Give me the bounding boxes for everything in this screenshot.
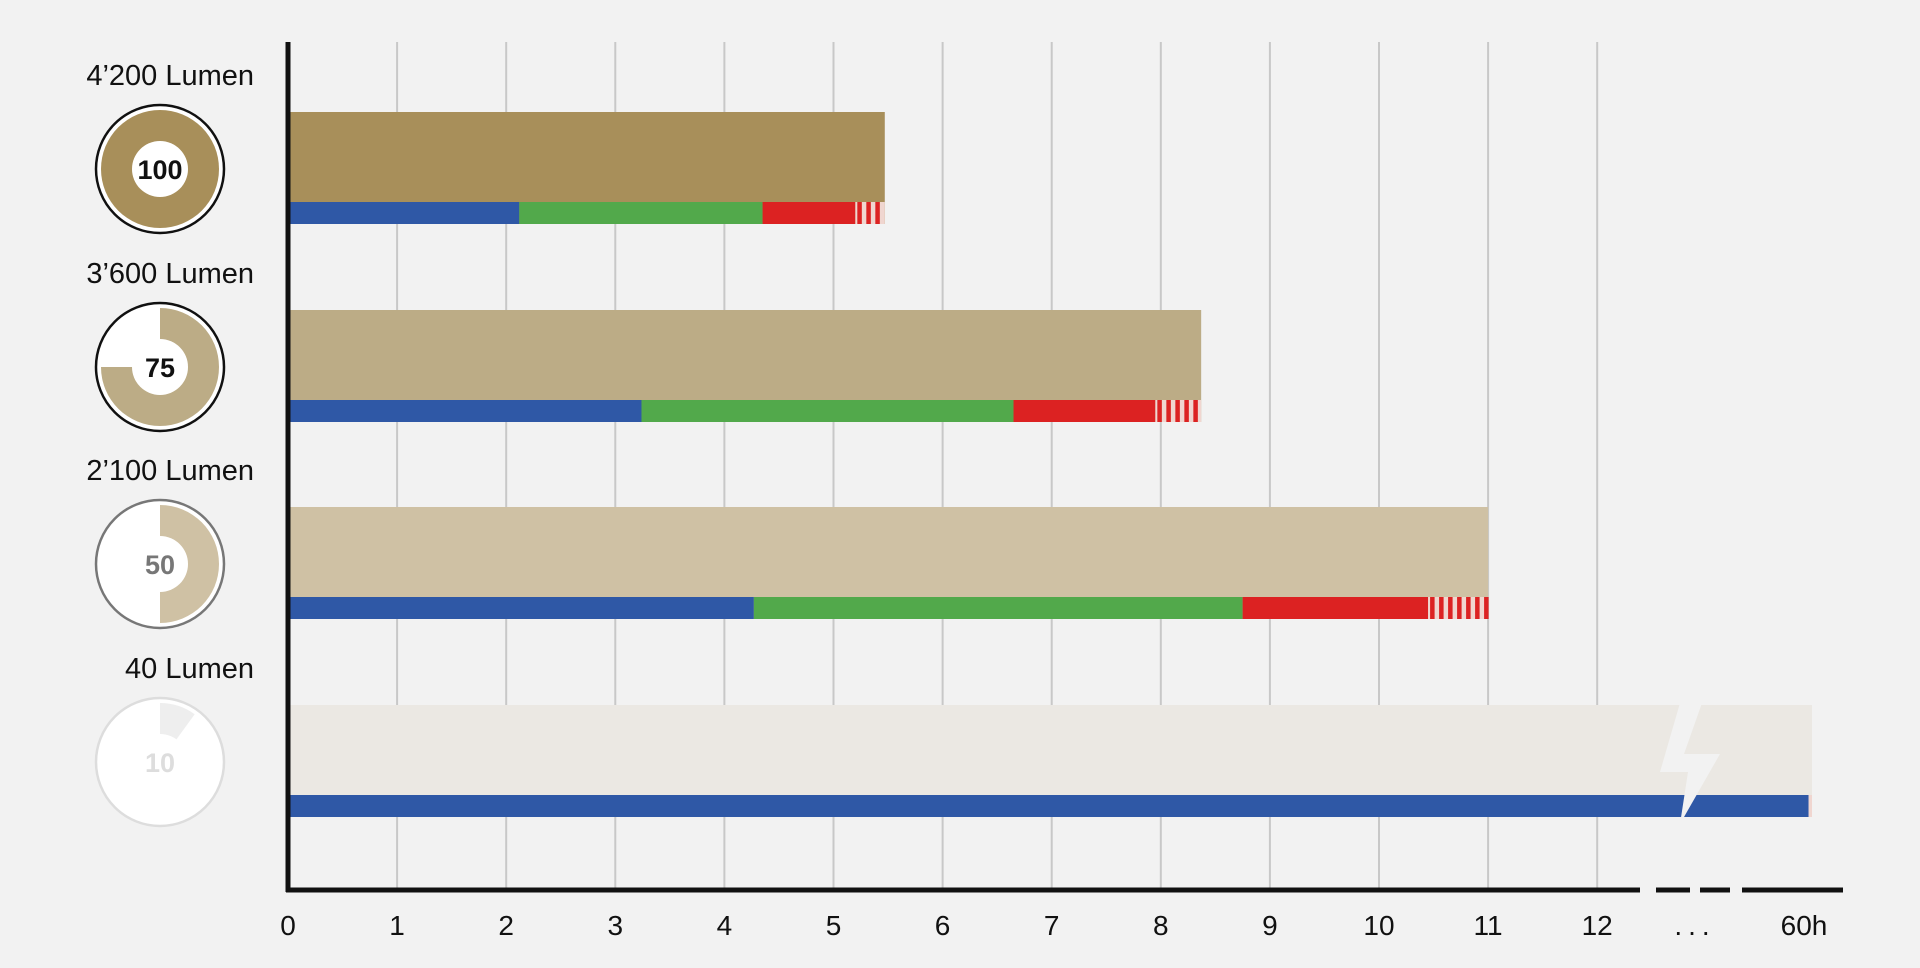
x-tick-label-5: 5 (826, 910, 842, 941)
segment-green (753, 597, 1243, 619)
stripe (1457, 597, 1462, 619)
stripe (1448, 597, 1453, 619)
segment-red (762, 202, 856, 224)
percent-label: 50 (145, 550, 175, 580)
segment-blue (288, 795, 1809, 817)
x-tick-label-8: 8 (1153, 910, 1169, 941)
x-tick-label-3: 3 (608, 910, 624, 941)
axis-break-mark (1660, 703, 1720, 824)
ring-center (132, 734, 188, 790)
row-3 (288, 507, 1489, 619)
segment-green (641, 400, 1014, 422)
row-1 (288, 112, 885, 224)
row-labels: 4’200 Lumen 100 3’600 Lumen 75 2’100 Lumen 50… (86, 60, 254, 828)
percent-ring: 100 (94, 103, 226, 235)
stripe (1430, 597, 1435, 619)
x-tick-label-10: 10 (1363, 910, 1394, 941)
x-tick-label-2: 2 (498, 910, 514, 941)
segment-blue (288, 597, 754, 619)
axis-break-label: ... (1674, 910, 1715, 941)
x-tick-label-9: 9 (1262, 910, 1278, 941)
segment-red (1242, 597, 1429, 619)
stripe (1466, 597, 1471, 619)
row-label-1: 4’200 Lumen 100 (86, 60, 254, 235)
row-label-2: 3’600 Lumen 75 (86, 258, 254, 433)
percent-label: 100 (137, 155, 182, 185)
ring-center (132, 536, 188, 592)
stripe (857, 202, 862, 224)
segment-red (1013, 400, 1156, 422)
x-tick-label-12: 12 (1582, 910, 1613, 941)
x-tick-label-60h: 60h (1781, 910, 1828, 941)
ring-fill (160, 505, 219, 623)
row-4 (288, 703, 1812, 824)
stripe (1484, 597, 1489, 619)
stripe (1475, 597, 1480, 619)
row-label-4: 40 Lumen 10 (94, 653, 254, 828)
percent-label: 10 (145, 748, 175, 778)
stripe (1439, 597, 1444, 619)
percent-ring: 75 (94, 301, 226, 433)
percent-ring: 50 (94, 498, 226, 630)
bars (288, 112, 1812, 824)
row-label-3: 2’100 Lumen 50 (86, 455, 254, 630)
x-tick-label-7: 7 (1044, 910, 1060, 941)
stripe (1166, 400, 1171, 422)
stripe (1184, 400, 1189, 422)
ring-center (132, 339, 188, 395)
ring-center (132, 141, 188, 197)
x-tick-label-1: 1 (389, 910, 405, 941)
x-tick-labels: 0 1 2 3 4 5 6 7 8 9 10 11 12 60h... (280, 910, 1827, 941)
percent-label: 75 (145, 353, 175, 383)
lumen-label: 40 Lumen (125, 653, 254, 685)
segment-green (519, 202, 763, 224)
x-tick-label-4: 4 (717, 910, 733, 941)
stripe (1175, 400, 1180, 422)
x-tick-label-11: 11 (1474, 910, 1503, 941)
stripe (1193, 400, 1198, 422)
lumen-label: 4’200 Lumen (86, 60, 254, 92)
axes (285, 42, 1843, 893)
stripe (866, 202, 871, 224)
x-tick-label-6: 6 (935, 910, 951, 941)
segment-blue (288, 400, 642, 422)
row-2 (288, 310, 1202, 422)
segment-boost-fade (1808, 795, 1812, 817)
x-tick-label-0: 0 (280, 910, 296, 941)
percent-ring: 10 (94, 696, 226, 828)
lumen-label: 3’600 Lumen (86, 258, 254, 290)
stripe (1157, 400, 1162, 422)
lumen-label: 2’100 Lumen (86, 455, 254, 487)
segment-blue (288, 202, 520, 224)
stripe (875, 202, 880, 224)
